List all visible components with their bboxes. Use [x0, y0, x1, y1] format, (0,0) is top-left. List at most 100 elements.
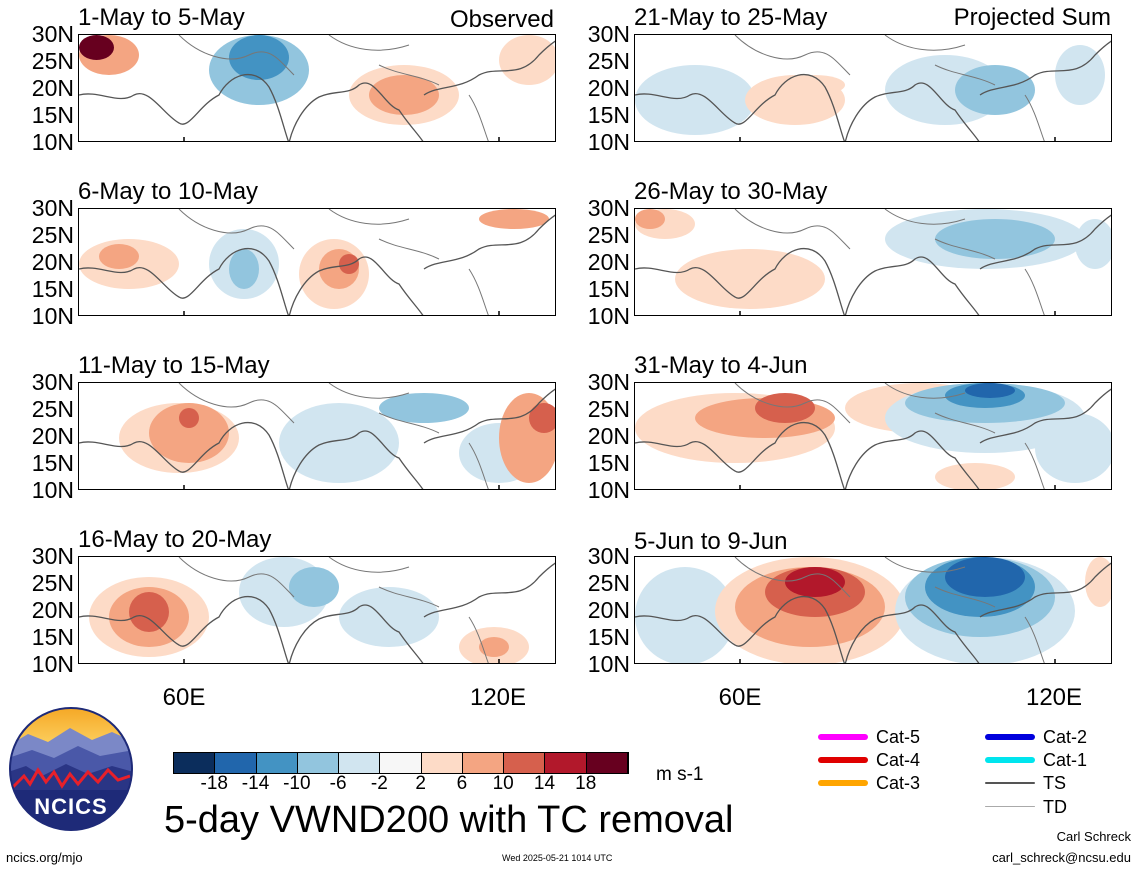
lat-label: 20N	[31, 249, 74, 275]
colorbar-swatch	[545, 753, 587, 773]
map-panel	[78, 208, 556, 316]
country-border	[734, 35, 1045, 141]
anomaly-contour	[279, 403, 399, 483]
anomaly-contour	[635, 209, 665, 229]
coastline	[79, 40, 555, 141]
lat-label: 30N	[587, 21, 630, 47]
colorbar-label: -10	[283, 773, 311, 794]
lat-label: 30N	[31, 543, 74, 569]
anomaly-field	[79, 209, 555, 315]
colorbar-label: 2	[415, 773, 426, 794]
anomaly-contour	[635, 65, 755, 135]
tc-legend-label: Cat-4	[876, 750, 921, 770]
lat-label: 20N	[31, 423, 74, 449]
country-border	[734, 383, 1045, 489]
map-panel	[634, 382, 1112, 490]
colorbar-swatch	[380, 753, 422, 773]
lat-label: 30N	[31, 369, 74, 395]
anomaly-contour	[1075, 219, 1111, 269]
colorbar-label: -6	[329, 773, 347, 794]
anomaly-contour	[369, 75, 439, 115]
lat-label: 20N	[31, 75, 74, 101]
lat-label: 25N	[31, 570, 74, 596]
panel-title: 16-May to 20-May	[78, 526, 272, 553]
coastline	[635, 40, 1111, 141]
tc-legend-line	[818, 780, 868, 786]
tc-legend-label: TS	[1043, 773, 1067, 793]
lat-label: 30N	[587, 369, 630, 395]
lat-label: 25N	[587, 396, 630, 422]
colorbar-label: 10	[492, 773, 514, 794]
lat-label: 15N	[587, 450, 630, 476]
anomaly-contour	[499, 35, 555, 85]
lat-label: 15N	[31, 624, 74, 650]
tc-legend-line	[818, 757, 868, 763]
country-border	[734, 557, 1045, 663]
anomaly-field	[635, 557, 1111, 663]
colorbar-swatch	[215, 753, 257, 773]
anomaly-contour	[99, 244, 139, 269]
lat-label: 20N	[31, 597, 74, 623]
lat-label: 25N	[587, 48, 630, 74]
anomaly-contour	[675, 249, 825, 309]
lat-label: 15N	[31, 276, 74, 302]
tc-legend-label: Cat-1	[1043, 750, 1088, 770]
anomaly-contour	[479, 209, 549, 229]
anomaly-contour	[785, 75, 845, 95]
anomaly-contour	[229, 35, 289, 80]
colorbar-label: -18	[200, 773, 228, 794]
anomaly-contour	[89, 40, 109, 55]
anomaly-contour	[289, 567, 339, 607]
anomaly-contour	[945, 557, 1025, 597]
tc-legend-line	[818, 734, 868, 740]
lat-label: 15N	[31, 102, 74, 128]
panel-title: 5-Jun to 9-Jun	[634, 528, 788, 555]
colorbar-label: 18	[575, 773, 597, 794]
lon-label: 60E	[162, 684, 206, 711]
anomaly-field	[79, 383, 555, 489]
country-border	[734, 209, 1045, 315]
colorbar-swatch	[174, 753, 216, 773]
panel-title: 31-May to 4-Jun	[634, 352, 808, 379]
footer-link[interactable]: ncics.org/mjo	[6, 850, 83, 865]
colorbar-swatch	[297, 753, 340, 773]
map-panel	[634, 34, 1112, 142]
panel-title: 21-May to 25-May	[634, 4, 828, 31]
lat-label: 25N	[587, 570, 630, 596]
colorbar-swatch	[421, 753, 463, 773]
lat-label: 10N	[587, 477, 630, 503]
panel-title: 11-May to 15-May	[78, 352, 270, 379]
coastline	[79, 562, 555, 663]
panel-title: 1-May to 5-May	[78, 4, 245, 31]
colorbar-label: 6	[456, 773, 468, 794]
country-border	[178, 557, 489, 663]
anomaly-field	[79, 557, 555, 663]
anomaly-contour	[149, 403, 229, 463]
anomaly-field	[635, 209, 1111, 315]
colorbar-swatch	[256, 753, 298, 773]
lat-label: 30N	[587, 195, 630, 221]
colorbar	[173, 752, 629, 774]
country-border	[178, 35, 489, 141]
panel-title: 26-May to 30-May	[634, 178, 828, 205]
lat-label: 20N	[587, 249, 630, 275]
anomaly-contour	[785, 567, 845, 597]
anomaly-contour	[1035, 413, 1111, 483]
colorbar-label: -2	[370, 773, 388, 794]
anomaly-contour	[379, 393, 469, 423]
map-panel	[78, 382, 556, 490]
lat-label: 20N	[587, 75, 630, 101]
map-panel	[78, 34, 556, 142]
colorbar-label: 14	[533, 773, 556, 794]
lat-label: 15N	[587, 276, 630, 302]
colorbar-units: m s-1	[656, 764, 704, 785]
anomaly-contour	[129, 592, 169, 632]
colorbar-swatch	[462, 753, 505, 773]
lon-label: 120E	[469, 684, 527, 711]
lat-label: 30N	[31, 195, 74, 221]
lat-label: 20N	[587, 423, 630, 449]
lat-label: 10N	[587, 129, 630, 155]
tc-legend-line	[985, 734, 1035, 740]
anomaly-contour	[479, 637, 509, 657]
footer-email[interactable]: carl_schreck@ncsu.edu	[992, 850, 1131, 865]
